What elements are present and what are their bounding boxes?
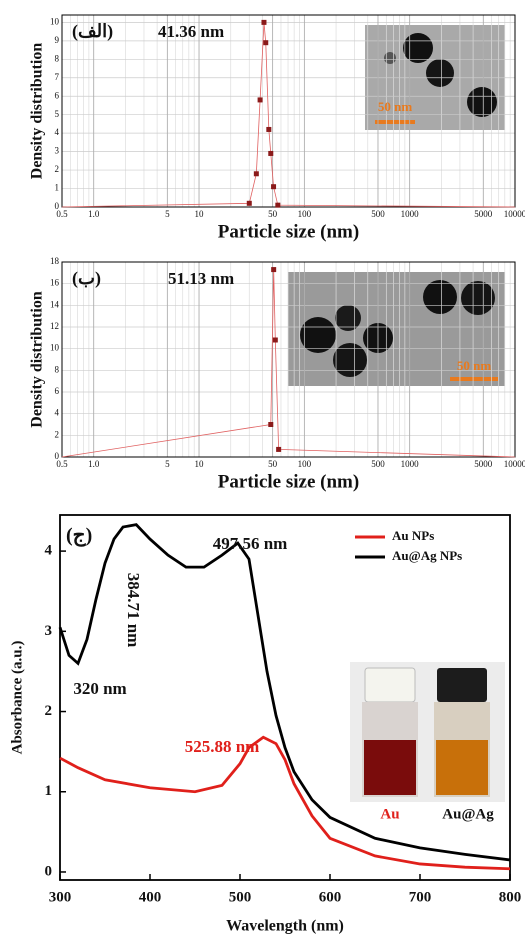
scale-label: 50 nm bbox=[378, 99, 412, 114]
data-point bbox=[276, 446, 282, 452]
data-line bbox=[58, 523, 511, 862]
data-point bbox=[263, 40, 269, 46]
tem-image bbox=[288, 272, 505, 386]
y-tick-label: 1 bbox=[45, 783, 53, 799]
x-tick-label: 5000 bbox=[474, 209, 493, 219]
y-tick-label: 6 bbox=[55, 386, 60, 396]
x-tick-label: 500 bbox=[229, 889, 252, 905]
x-tick-label: 1000 bbox=[401, 209, 420, 219]
x-tick-label: 500 bbox=[371, 209, 385, 219]
data-line bbox=[61, 269, 516, 458]
y-tick-label: 4 bbox=[45, 543, 53, 559]
data-point bbox=[246, 200, 252, 206]
x-tick-label: 10 bbox=[195, 459, 205, 469]
y-tick-label: 1 bbox=[55, 183, 60, 193]
peak-annotation: 320 nm bbox=[73, 679, 126, 698]
x-axis-label: Particle size (nm) bbox=[218, 471, 359, 492]
y-tick-label: 12 bbox=[50, 321, 59, 331]
x-tick-label: 0.5 bbox=[56, 459, 68, 469]
data-point bbox=[261, 19, 267, 25]
x-tick-label: 1000 bbox=[401, 459, 420, 469]
x-tick-label: 50 bbox=[268, 209, 278, 219]
x-tick-label: 5000 bbox=[474, 459, 493, 469]
vial-label: Au bbox=[380, 806, 399, 822]
panel-label: (ج) bbox=[66, 525, 92, 548]
y-tick-label: 14 bbox=[50, 299, 60, 309]
data-point bbox=[275, 202, 281, 208]
y-tick-label: 8 bbox=[55, 53, 60, 63]
panel-label: (الف) bbox=[72, 21, 113, 42]
x-tick-label: 5 bbox=[165, 459, 170, 469]
y-tick-label: 8 bbox=[55, 364, 60, 374]
x-tick-label: 500 bbox=[371, 459, 385, 469]
x-tick-label: 0.5 bbox=[56, 209, 68, 219]
data-point bbox=[271, 184, 277, 190]
y-tick-label: 0 bbox=[55, 451, 60, 461]
data-point bbox=[253, 171, 259, 177]
data-point bbox=[271, 267, 277, 273]
data-line bbox=[59, 735, 511, 871]
x-tick-label: 300 bbox=[49, 889, 72, 905]
vial-photo bbox=[350, 662, 505, 802]
y-tick-label: 6 bbox=[55, 90, 60, 100]
y-tick-label: 2 bbox=[55, 164, 60, 174]
data-point bbox=[268, 150, 274, 156]
legend-label: Au@Ag NPs bbox=[392, 548, 462, 563]
x-tick-label: 100 bbox=[298, 459, 312, 469]
y-tick-label: 3 bbox=[55, 146, 60, 156]
data-point bbox=[266, 126, 272, 132]
y-tick-label: 18 bbox=[50, 256, 60, 266]
y-axis-label: Density distribution bbox=[29, 291, 46, 428]
x-tick-label: 10 bbox=[195, 209, 205, 219]
peak-annotation: 384.71 nm bbox=[124, 573, 143, 648]
x-tick-label: 1.0 bbox=[88, 459, 100, 469]
data-point bbox=[272, 337, 278, 343]
x-tick-label: 5 bbox=[165, 209, 170, 219]
y-axis-label: Absorbance (a.u.) bbox=[9, 641, 25, 755]
y-tick-label: 0 bbox=[45, 863, 53, 879]
x-axis-label: Wavelength (nm) bbox=[226, 918, 344, 935]
vial-label: Au@Ag bbox=[442, 806, 494, 822]
x-tick-label: 10000 bbox=[504, 459, 525, 469]
y-tick-label: 10 bbox=[50, 16, 60, 26]
plot-frame bbox=[59, 514, 511, 881]
x-tick-label: 400 bbox=[139, 889, 162, 905]
x-tick-label: 800 bbox=[499, 889, 522, 905]
peak-annotation: 497.56 nm bbox=[213, 534, 288, 553]
y-tick-label: 0 bbox=[55, 201, 60, 211]
panel-label: (ب) bbox=[72, 268, 101, 289]
y-tick-label: 9 bbox=[55, 35, 60, 45]
x-tick-label: 600 bbox=[319, 889, 342, 905]
x-tick-label: 50 bbox=[268, 459, 278, 469]
peak-annotation: 525.88 nm bbox=[185, 737, 260, 756]
x-tick-label: 700 bbox=[409, 889, 432, 905]
x-tick-label: 100 bbox=[298, 209, 312, 219]
y-tick-label: 16 bbox=[50, 278, 60, 288]
legend-label: Au NPs bbox=[392, 528, 434, 543]
y-tick-label: 3 bbox=[45, 623, 53, 639]
data-point bbox=[268, 422, 274, 427]
x-tick-label: 10000 bbox=[504, 209, 525, 219]
y-tick-label: 2 bbox=[45, 703, 53, 719]
x-tick-label: 1.0 bbox=[88, 209, 100, 219]
y-tick-label: 2 bbox=[55, 429, 60, 439]
peak-annotation: 41.36 nm bbox=[158, 22, 224, 41]
plot-frame bbox=[61, 261, 516, 458]
y-tick-label: 4 bbox=[55, 127, 60, 137]
plot-frame bbox=[61, 14, 516, 208]
y-axis-label: Density distribution bbox=[29, 43, 46, 180]
y-tick-label: 10 bbox=[50, 343, 60, 353]
data-point bbox=[257, 97, 263, 103]
y-tick-label: 5 bbox=[55, 109, 60, 119]
scale-label: 50 nm bbox=[457, 358, 491, 373]
y-tick-label: 4 bbox=[55, 408, 60, 418]
x-axis-label: Particle size (nm) bbox=[218, 221, 359, 242]
y-tick-label: 7 bbox=[55, 72, 60, 82]
peak-annotation: 51.13 nm bbox=[168, 269, 234, 288]
